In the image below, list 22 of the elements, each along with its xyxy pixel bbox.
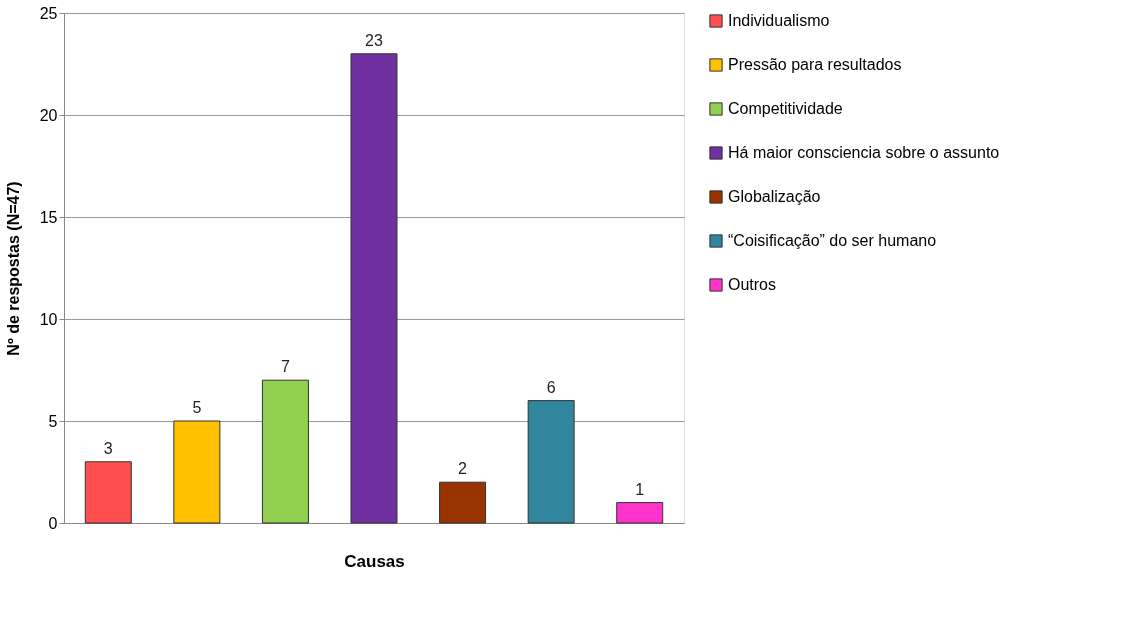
y-tick-label: 15 (39, 208, 58, 226)
data-label: 3 (103, 439, 113, 457)
x-axis-title: Causas (344, 551, 405, 571)
y-tick-label: 20 (39, 106, 58, 124)
legend-label: Pressão para resultados (728, 56, 902, 73)
legend-label: Outros (728, 276, 777, 293)
y-tick-label: 0 (48, 514, 58, 532)
data-label: 2 (458, 460, 468, 478)
data-label: 23 (365, 31, 383, 49)
y-tick-label: 25 (39, 4, 58, 22)
legend-label: “Coisificação” do ser humano (728, 232, 937, 249)
y-tick-label: 10 (39, 310, 58, 328)
y-tick-label: 5 (48, 412, 58, 430)
data-label: 7 (280, 358, 290, 376)
y-axis-title: Nº de respostas (N=47) (4, 181, 22, 356)
legend-label: Globalização (728, 188, 821, 205)
legend-label: Há maior consciencia sobre o assunto (728, 144, 1000, 161)
data-label: 1 (635, 480, 645, 498)
legend-label: Individualismo (728, 12, 830, 29)
data-label: 6 (546, 378, 556, 396)
data-label: 5 (192, 399, 202, 416)
legend-label: Competitividade (728, 100, 843, 117)
